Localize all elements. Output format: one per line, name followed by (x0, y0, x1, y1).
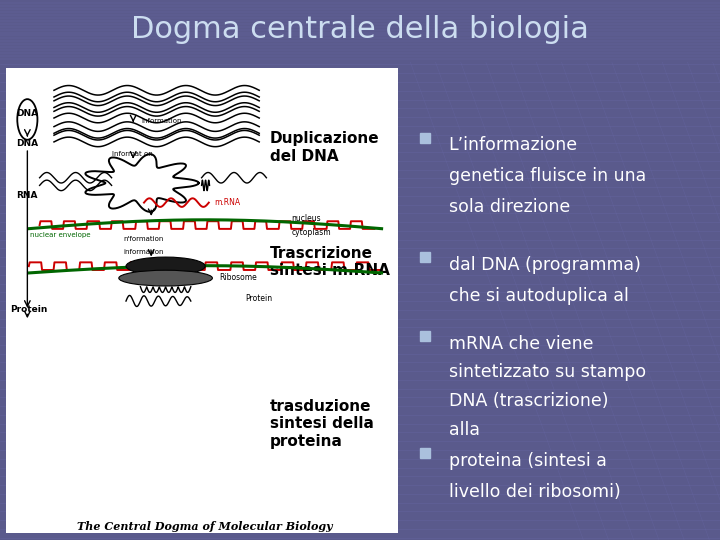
Text: Protein: Protein (245, 294, 272, 303)
Text: trasduzione
sintesi della
proteina: trasduzione sintesi della proteina (270, 399, 374, 449)
Text: DNA (trascrizione): DNA (trascrizione) (449, 392, 608, 410)
Text: Duplicazione
del DNA: Duplicazione del DNA (270, 131, 379, 164)
Text: sola direzione: sola direzione (449, 198, 570, 217)
Text: cytoplasm: cytoplasm (292, 228, 331, 237)
Text: Informat on: Informat on (112, 151, 153, 157)
Text: proteina (sintesi a: proteina (sintesi a (449, 451, 606, 470)
Text: Dogma centrale della biologia: Dogma centrale della biologia (131, 15, 589, 44)
Text: The Central Dogma of Molecular Biology: The Central Dogma of Molecular Biology (77, 521, 333, 532)
Text: DNA: DNA (16, 139, 38, 148)
Text: RNA: RNA (16, 191, 37, 200)
Text: Ribosome: Ribosome (220, 273, 257, 281)
FancyBboxPatch shape (6, 69, 398, 533)
Text: nucleus: nucleus (292, 214, 321, 223)
Text: nuclear envelope: nuclear envelope (30, 233, 91, 239)
Text: mRNA che viene: mRNA che viene (449, 334, 593, 353)
Text: Protein: Protein (10, 305, 48, 314)
Text: livello dei ribosomi): livello dei ribosomi) (449, 483, 621, 501)
Text: Trascrizione
sintesi m.RNA: Trascrizione sintesi m.RNA (270, 246, 390, 279)
Text: m.RNA: m.RNA (215, 198, 240, 207)
Ellipse shape (126, 257, 205, 275)
Text: L’informazione: L’informazione (449, 136, 577, 154)
Text: dal DNA (programma): dal DNA (programma) (449, 255, 640, 274)
Text: information: information (124, 249, 164, 255)
Ellipse shape (119, 270, 212, 286)
Text: sintetizzato su stampo: sintetizzato su stampo (449, 363, 646, 381)
Text: n'formation: n'formation (124, 237, 164, 242)
Text: alla: alla (449, 421, 480, 438)
Text: che si autoduplica al: che si autoduplica al (449, 287, 629, 305)
Text: Information: Information (142, 118, 182, 124)
Text: genetica fluisce in una: genetica fluisce in una (449, 167, 646, 185)
Text: DNA: DNA (16, 109, 38, 118)
